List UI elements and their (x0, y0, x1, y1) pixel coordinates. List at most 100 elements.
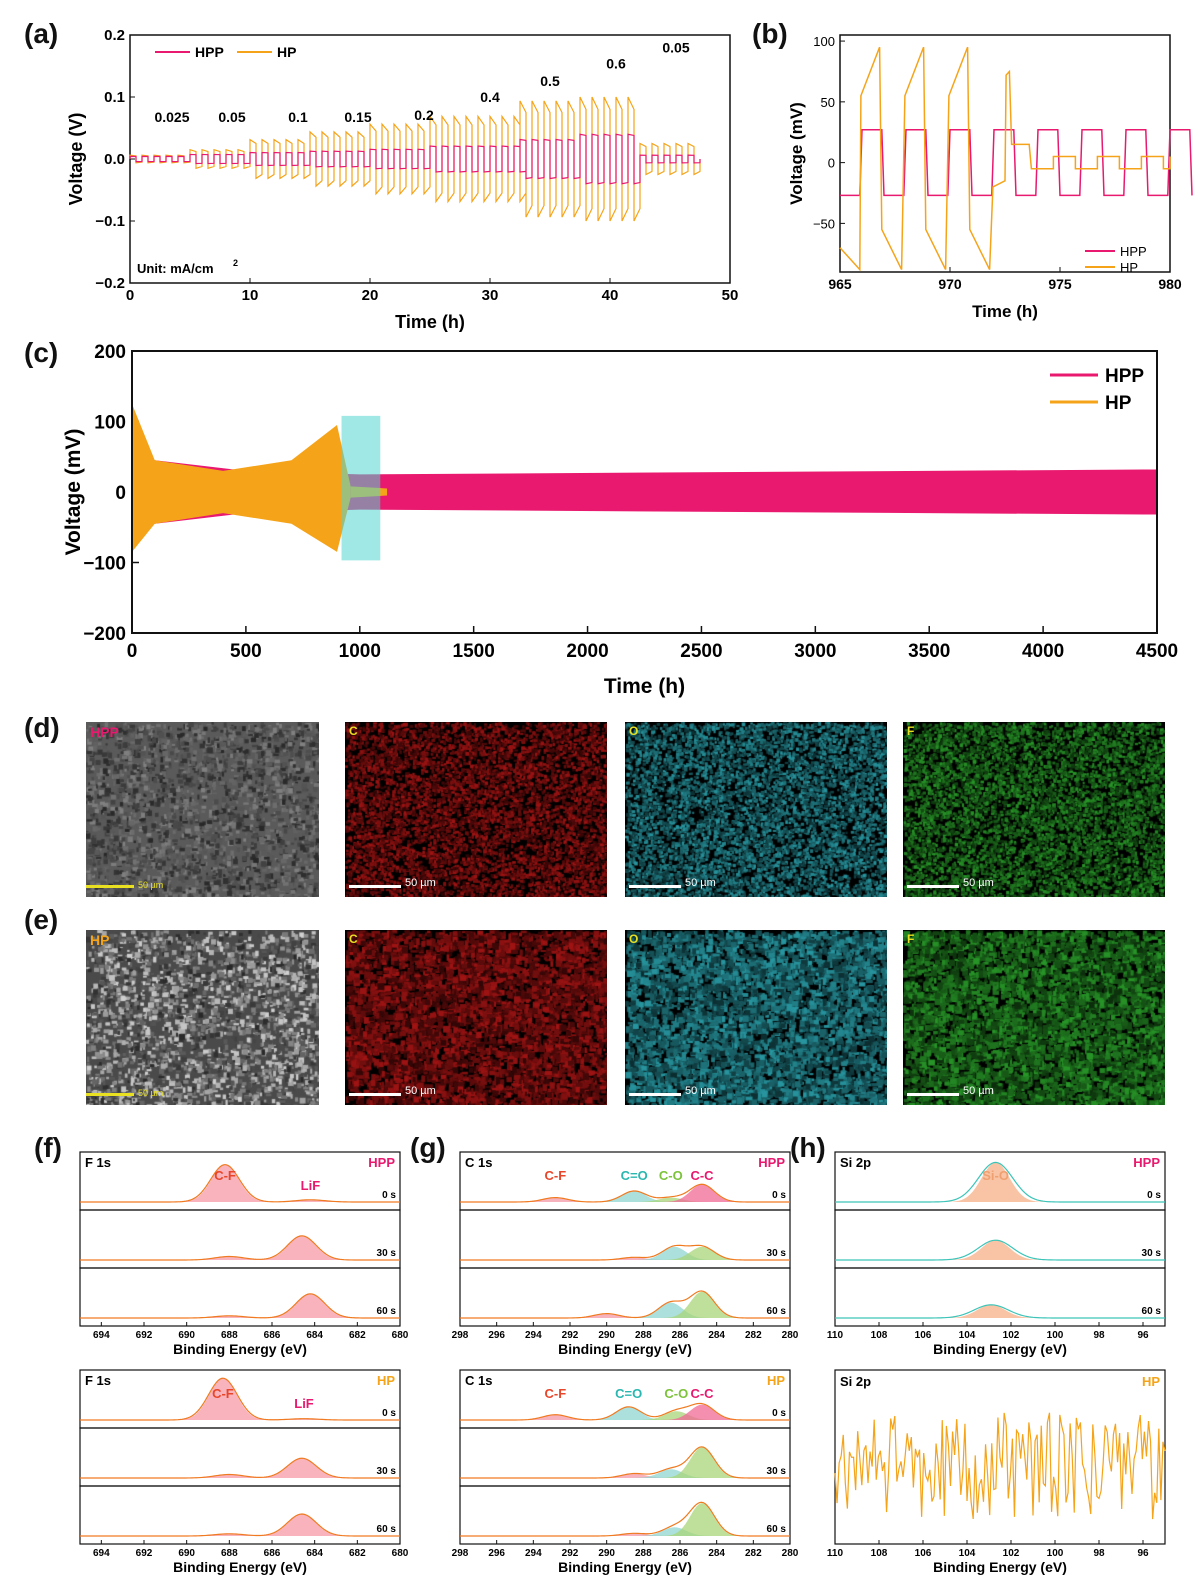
current-density-label: 0.025 (154, 109, 189, 125)
plot-frame (834, 1369, 1166, 1545)
xps-component-peak (460, 1533, 790, 1536)
edx-map-f: F 50 µm (903, 722, 1165, 897)
unit-note-superscript: 2 (233, 258, 238, 268)
xps-row-frame (834, 1267, 1166, 1327)
x-tick-label: 694 (93, 1330, 110, 1341)
x-tick-label: 298 (452, 1330, 469, 1341)
xps-row-frame (79, 1267, 401, 1327)
x-axis-label: Binding Energy (eV) (558, 1341, 692, 1357)
y-axis-label: Voltage (mV) (62, 429, 85, 556)
xps-depth-label: 0 s (1147, 1190, 1161, 1201)
current-density-label: 0.5 (540, 73, 560, 89)
xps-peak-label: C-F (212, 1386, 234, 1401)
x-tick-label: 286 (672, 1330, 689, 1341)
x-tick-label: 30 (482, 287, 499, 304)
x-tick-label: 290 (598, 1330, 615, 1341)
xps-component-peak (460, 1503, 790, 1536)
panel-label-g: (g) (410, 1132, 446, 1163)
xps-envelope (80, 1235, 400, 1261)
xps-peak-label: C-O (659, 1168, 683, 1183)
scale-label: 50 µm (685, 1085, 716, 1097)
y-tick-label: 0 (828, 156, 835, 171)
x-tick-label: 2500 (680, 641, 722, 662)
y-tick-label: 100 (813, 34, 835, 49)
edx-element-tag: C (349, 932, 358, 946)
chart-c-long-cycling: 0 500 1000 1500 2000 2500 3000 3500 4000 4500−200… (62, 342, 1178, 698)
xps-depth-label: 60 s (377, 1524, 397, 1535)
edx-map-o: O 50 µm (625, 722, 887, 897)
scale-bar (86, 1093, 134, 1096)
xps-depth-label: 60 s (767, 1306, 787, 1317)
xps-peak-label: C=O (615, 1386, 642, 1401)
sem-image-hpp: HPP 50 µm (86, 722, 319, 897)
x-tick-label: 288 (635, 1330, 652, 1341)
xps-title: F 1s (85, 1373, 111, 1388)
xps-depth-label: 30 s (767, 1248, 787, 1259)
x-tick-label: 1000 (339, 641, 381, 662)
current-density-label: 0.6 (606, 56, 626, 72)
panel-label-c: (c) (24, 337, 59, 368)
x-tick-label: 684 (306, 1548, 323, 1559)
panel-label-h: (h) (790, 1132, 826, 1163)
xps-envelope (80, 1164, 400, 1203)
scale-label: 50 µm (405, 877, 436, 889)
x-tick-label: 686 (264, 1330, 281, 1341)
current-density-label: 0.1 (288, 109, 308, 125)
x-tick-label: 106 (915, 1548, 932, 1559)
x-tick-label: 98 (1093, 1548, 1105, 1559)
y-axis-label: Voltage (mV) (787, 102, 806, 205)
scale-bar (349, 885, 401, 888)
xps-peak-label: C-O (664, 1386, 688, 1401)
y-tick-label: −0.1 (95, 213, 125, 230)
x-axis-label: Time (h) (395, 312, 465, 332)
xps-component-peak (460, 1302, 790, 1318)
x-tick-label: 96 (1137, 1548, 1149, 1559)
xps-sample-tag: HPP (368, 1155, 395, 1170)
x-tick-label: 2000 (566, 641, 608, 662)
xps-title: Si 2p (840, 1155, 871, 1170)
x-axis-label: Binding Energy (eV) (933, 1559, 1067, 1575)
xps-component-peak (460, 1291, 790, 1318)
y-tick-label: −100 (83, 554, 126, 575)
x-tick-label: 0 (127, 641, 138, 662)
x-tick-label: 296 (488, 1330, 505, 1341)
x-tick-label: 284 (708, 1330, 725, 1341)
legend-label-hp: HP (1105, 393, 1132, 414)
edx-map-f: F 50 µm (903, 930, 1165, 1105)
x-tick-label: 690 (178, 1548, 195, 1559)
x-tick-label: 106 (915, 1330, 932, 1341)
x-tick-label: 102 (1003, 1548, 1020, 1559)
highlight-box (341, 415, 381, 561)
x-tick-label: 20 (362, 287, 379, 304)
unit-note: Unit: mA/cm (137, 261, 214, 276)
x-tick-label: 292 (562, 1330, 579, 1341)
series-line-hp (839, 46, 1171, 272)
x-tick-label: 286 (672, 1548, 689, 1559)
y-tick-label: 200 (94, 342, 126, 363)
xps-sample-tag: HP (377, 1373, 395, 1388)
x-axis-label: Binding Energy (eV) (558, 1559, 692, 1575)
sem-image-hp: HP 50 µm (86, 930, 319, 1105)
xps-envelope (80, 1457, 400, 1479)
xps-component-peak (460, 1191, 790, 1202)
xps-envelope (460, 1290, 790, 1319)
y-tick-label: −50 (813, 216, 835, 231)
scale-bar (907, 1093, 959, 1096)
xps-depth-label: 0 s (382, 1190, 396, 1201)
xps-row-frame (79, 1485, 401, 1545)
y-tick-label: 0.2 (104, 27, 125, 44)
xps-envelope (460, 1244, 790, 1261)
x-tick-label: 1500 (453, 641, 495, 662)
x-tick-label: 108 (871, 1330, 888, 1341)
scale-bar (629, 885, 681, 888)
chart-a-voltage-profile: 0 10 20 30 40 50 −0.2 −0.1 0.0 0.1 0.2 Time (h) Volt… (66, 27, 738, 332)
scale-bar (629, 1093, 681, 1096)
xps-peak-label: C-C (690, 1168, 714, 1183)
x-axis-label: Binding Energy (eV) (933, 1341, 1067, 1357)
scale-bar (907, 885, 959, 888)
x-tick-label: 292 (562, 1548, 579, 1559)
x-axis-label: Binding Energy (eV) (173, 1559, 307, 1575)
xps-peak-label: C-C (690, 1386, 714, 1401)
xps-component-peak (835, 1304, 1165, 1318)
xps-envelope (835, 1161, 1165, 1203)
